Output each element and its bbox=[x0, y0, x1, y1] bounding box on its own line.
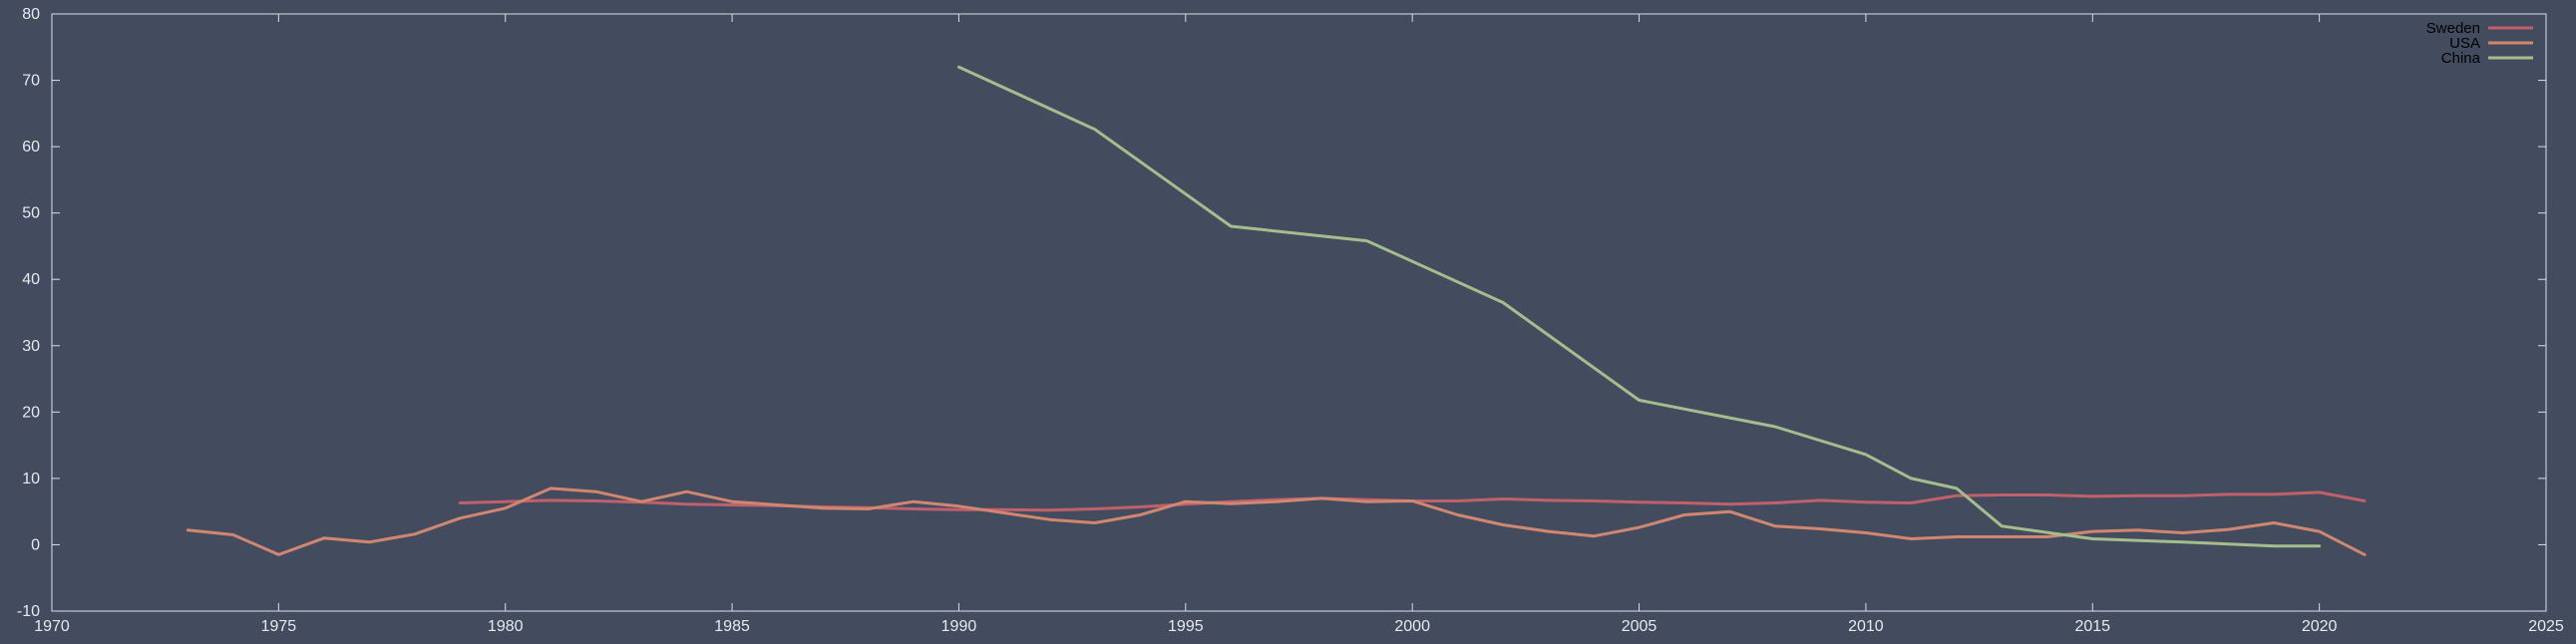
y-tick-label: 60 bbox=[22, 139, 40, 156]
plot-axes: 1970 1975 1980 1985 1990 1995 2000 2005 2010 2015… bbox=[17, 6, 2564, 635]
x-tick-label: 2020 bbox=[2302, 618, 2338, 635]
y-tick-label: 70 bbox=[22, 73, 40, 90]
y-tick-label: 50 bbox=[22, 205, 40, 222]
x-tick-label: 1980 bbox=[488, 618, 524, 635]
legend-label-china: China bbox=[2441, 50, 2481, 67]
x-tick-label: 1990 bbox=[941, 618, 977, 635]
y-tick-label: 30 bbox=[22, 338, 40, 355]
y-tick-label: -10 bbox=[17, 603, 40, 620]
y-tick-label: 40 bbox=[22, 271, 40, 288]
series-line-usa bbox=[185, 486, 2367, 556]
y-tick-label: 0 bbox=[31, 536, 40, 553]
plot-frame bbox=[51, 13, 2547, 612]
x-tick-label: 2015 bbox=[2074, 618, 2110, 635]
x-tick-label: 2000 bbox=[1394, 618, 1430, 635]
x-tick-label: 2010 bbox=[1848, 618, 1884, 635]
series-line-china bbox=[957, 65, 2322, 548]
series-lines bbox=[185, 65, 2367, 556]
y-tick-label: 10 bbox=[22, 471, 40, 487]
x-tick-label: 1995 bbox=[1168, 618, 1204, 635]
x-tick-label: 2025 bbox=[2528, 618, 2564, 635]
x-tick-label: 2005 bbox=[1622, 618, 1657, 635]
y-tick-label: 20 bbox=[22, 404, 40, 421]
x-tick-label: 1985 bbox=[714, 618, 750, 635]
x-tick-label: 1970 bbox=[34, 618, 70, 635]
legend-label-usa: USA bbox=[2449, 35, 2480, 52]
x-tick-label: 1975 bbox=[261, 618, 297, 635]
legend-label-sweden: Sweden bbox=[2426, 20, 2480, 37]
y-tick-label: 80 bbox=[22, 6, 40, 23]
